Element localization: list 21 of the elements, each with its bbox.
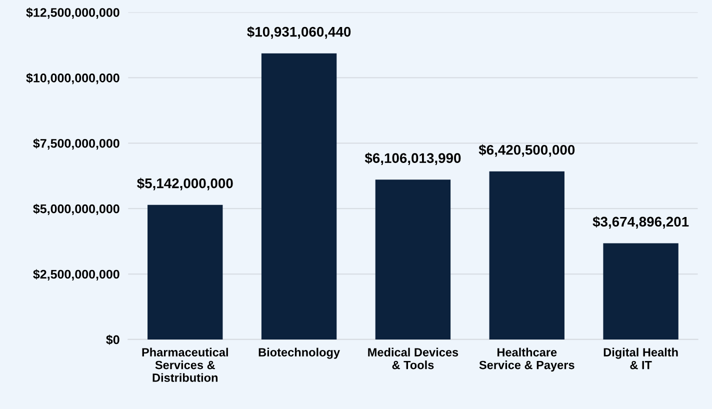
data-label: $3,674,896,201: [592, 216, 689, 229]
x-tick-label: Digital Health & IT: [604, 348, 678, 370]
y-tick-label: $10,000,000,000: [26, 72, 120, 84]
data-label: $10,931,060,440: [247, 26, 351, 39]
bar: [603, 243, 678, 340]
x-tick-label: Medical Devices & Tools: [368, 348, 458, 370]
y-tick-label: $7,500,000,000: [33, 138, 120, 150]
bar: [261, 53, 337, 340]
y-tick-label: $12,500,000,000: [26, 8, 120, 19]
y-tick-label: $2,500,000,000: [33, 269, 120, 280]
bar: [148, 204, 223, 340]
x-tick-label: Pharmaceutical Services & Distribution: [142, 348, 228, 382]
data-label: $6,106,013,990: [364, 152, 461, 166]
bar: [489, 171, 564, 340]
y-tick-label: $5,000,000,000: [33, 204, 120, 216]
bar: [375, 180, 451, 340]
data-label: $5,142,000,000: [137, 178, 233, 190]
x-tick-label: Healthcare Service & Payers: [479, 348, 574, 372]
x-tick-label: Biotechnology: [258, 348, 340, 359]
y-tick-label: $0: [106, 334, 120, 345]
data-label: $6,420,500,000: [478, 144, 575, 157]
